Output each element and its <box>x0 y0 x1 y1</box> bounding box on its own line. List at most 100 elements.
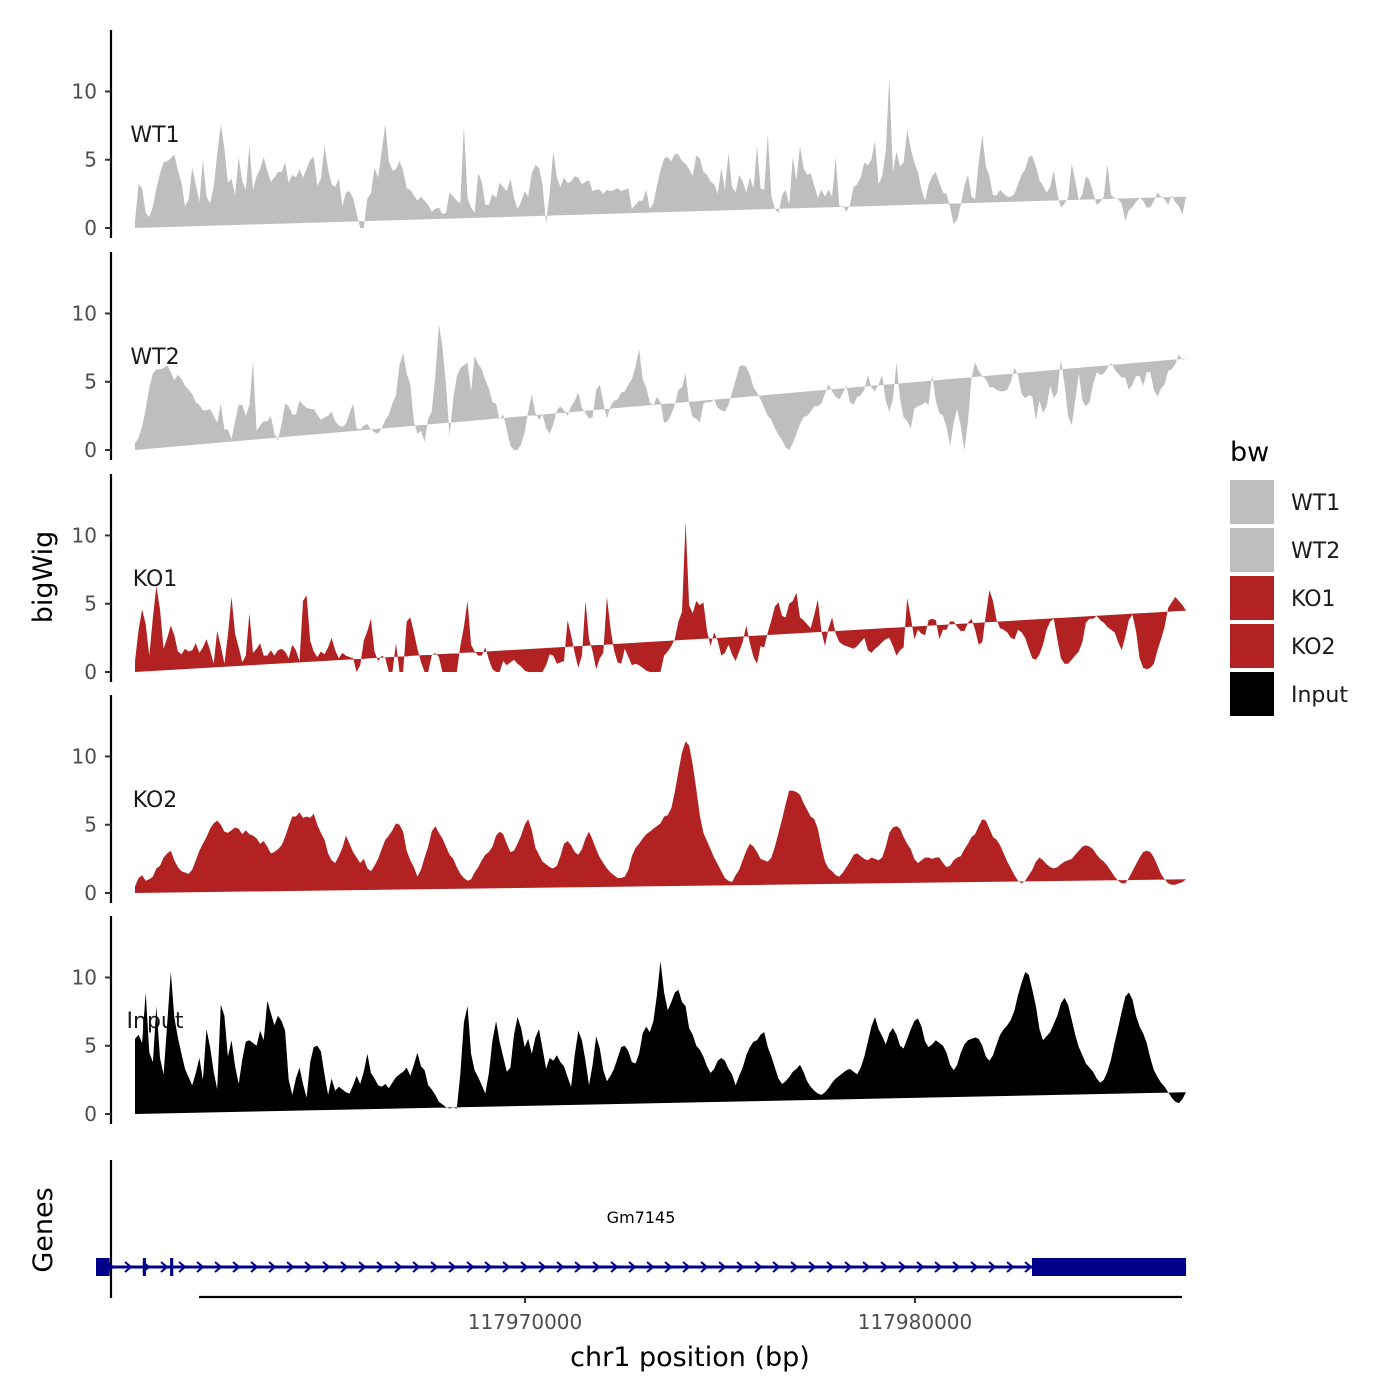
y-tick-label: 5 <box>84 370 97 394</box>
exon <box>142 1258 146 1276</box>
strand-arrow <box>538 1261 547 1273</box>
track-label: WT1 <box>130 123 179 148</box>
strand-arrow <box>826 1261 835 1273</box>
legend-key-wt1 <box>1230 480 1274 524</box>
strand-arrow <box>574 1261 583 1273</box>
track-label: KO1 <box>133 567 178 592</box>
strand-arrow <box>178 1261 187 1273</box>
track-label: WT2 <box>130 345 179 370</box>
strand-arrow <box>934 1261 943 1273</box>
strand-arrow <box>862 1261 871 1273</box>
signal-area-ko1 <box>135 521 1186 672</box>
y-tick-label: 0 <box>84 660 97 684</box>
strand-arrow <box>664 1261 673 1273</box>
legend-label: Input <box>1291 683 1348 708</box>
strand-arrow <box>412 1261 421 1273</box>
y-tick-label: 0 <box>84 438 97 462</box>
strand-arrow <box>718 1261 727 1273</box>
y-tick-label: 0 <box>84 881 97 905</box>
strand-arrow <box>1006 1261 1015 1273</box>
strand-arrow <box>232 1261 241 1273</box>
x-tick-label: 117970000 <box>468 1310 583 1334</box>
strand-arrow <box>484 1261 493 1273</box>
track-wt1: 0 5 10 WT1 <box>72 30 1186 240</box>
strand-arrow <box>196 1261 205 1273</box>
y-tick-label: 10 <box>72 965 97 989</box>
strand-arrow <box>322 1261 331 1273</box>
y-tick-label: 10 <box>72 744 97 768</box>
signal-area-wt1 <box>135 77 1186 228</box>
strand-arrow <box>916 1261 925 1273</box>
strand-arrow <box>700 1261 709 1273</box>
strand-arrow <box>1024 1261 1033 1273</box>
strand-arrow <box>250 1261 259 1273</box>
strand-arrow <box>286 1261 295 1273</box>
gene-track-panel: Gm7145 <box>96 1160 1187 1298</box>
y-tick-label: 5 <box>84 813 97 837</box>
strand-arrow <box>682 1261 691 1273</box>
strand-arrow <box>808 1261 817 1273</box>
legend-label: WT2 <box>1291 539 1340 564</box>
position-axis: 117970000 117980000 <box>199 1295 1182 1334</box>
strand-arrow <box>502 1261 511 1273</box>
signal-area-wt2 <box>135 324 1186 450</box>
signal-area-input <box>135 961 1186 1114</box>
y-tick-label: 5 <box>84 592 97 616</box>
strand-arrow <box>772 1261 781 1273</box>
strand-arrow <box>844 1261 853 1273</box>
x-axis-title: chr1 position (bp) <box>570 1342 810 1373</box>
strand-arrow <box>736 1261 745 1273</box>
strand-arrow <box>268 1261 277 1273</box>
strand-arrow <box>448 1261 457 1273</box>
exon <box>170 1258 174 1276</box>
y-tick-label: 10 <box>72 301 97 325</box>
strand-arrow <box>952 1261 961 1273</box>
track-ko1: 0 5 10 KO1 <box>72 474 1186 684</box>
y-axis-title: bigWig <box>28 531 59 624</box>
legend: bw WT1 WT2 KO1 KO2 Input <box>1230 437 1348 716</box>
legend-label: KO1 <box>1291 587 1336 612</box>
legend-key-input <box>1230 672 1274 716</box>
strand-arrow <box>358 1261 367 1273</box>
signal-area-ko2 <box>135 741 1186 893</box>
y-tick-label: 5 <box>84 148 97 172</box>
genes-axis-title: Genes <box>28 1187 59 1272</box>
legend-title: bw <box>1230 437 1269 468</box>
gene-model: Gm7145 <box>96 1208 1187 1276</box>
strand-arrow <box>520 1261 529 1273</box>
y-tick-label: 10 <box>72 79 97 103</box>
strand-arrow <box>556 1261 565 1273</box>
legend-label: WT1 <box>1291 491 1340 516</box>
strand-arrow <box>160 1261 169 1273</box>
y-tick-label: 0 <box>84 1102 97 1126</box>
strand-arrow <box>394 1261 403 1273</box>
strand-arrow <box>610 1261 619 1273</box>
strand-arrow <box>592 1261 601 1273</box>
exon <box>96 1258 110 1276</box>
legend-label: KO2 <box>1291 635 1336 660</box>
legend-key-ko2 <box>1230 624 1274 668</box>
strand-arrow <box>340 1261 349 1273</box>
strand-arrow <box>790 1261 799 1273</box>
x-tick-label: 117980000 <box>858 1310 973 1334</box>
track-ko2: 0 5 10 KO2 <box>72 695 1186 905</box>
legend-key-wt2 <box>1230 528 1274 572</box>
strand-arrow <box>466 1261 475 1273</box>
track-label: KO2 <box>133 788 178 813</box>
y-tick-label: 5 <box>84 1034 97 1058</box>
exon <box>1032 1258 1187 1276</box>
strand-arrow <box>970 1261 979 1273</box>
strand-arrow <box>628 1261 637 1273</box>
strand-arrow <box>898 1261 907 1273</box>
strand-arrow <box>430 1261 439 1273</box>
strand-arrow <box>124 1261 133 1273</box>
strand-arrow <box>880 1261 889 1273</box>
strand-arrow <box>646 1261 655 1273</box>
strand-arrow <box>304 1261 313 1273</box>
strand-arrow <box>754 1261 763 1273</box>
y-tick-label: 0 <box>84 216 97 240</box>
legend-key-ko1 <box>1230 576 1274 620</box>
